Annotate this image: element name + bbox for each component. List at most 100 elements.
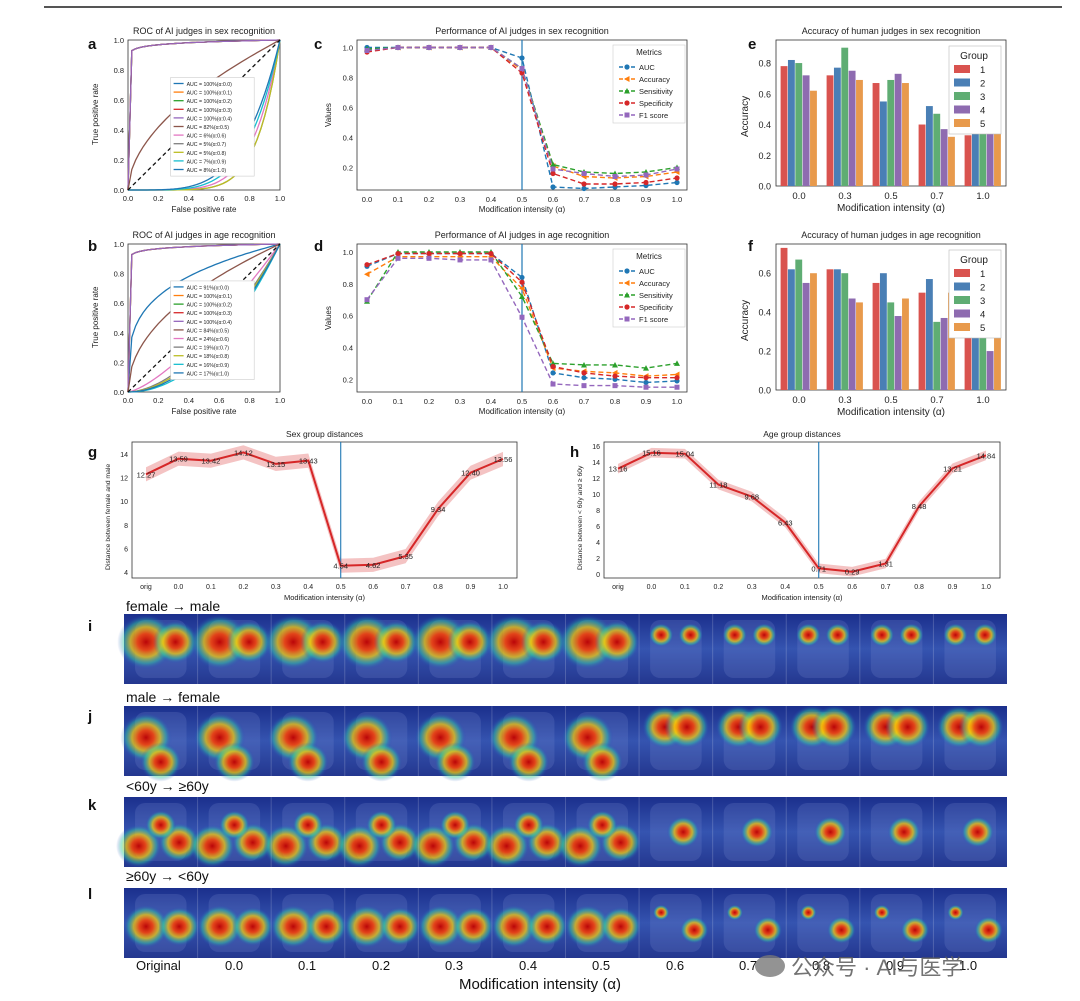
heatmap-row-title-i: female → male [126,598,221,614]
x-tick-label: 1.0 [672,195,682,204]
x-axis-label: Modification intensity (α) [837,407,945,418]
legend-label: Accuracy [639,279,670,288]
x-tick-label: orig [612,584,624,591]
bar [872,282,880,390]
data-label: 12.40 [461,469,480,478]
x-tick-label: 0.4 [184,396,194,405]
bar [918,124,926,186]
marker-point [624,280,630,286]
data-label: 8.48 [912,502,927,511]
y-tick-label: 0.8 [343,280,353,289]
alpha-label-0.2: 0.2 [372,958,391,973]
bar [780,66,788,186]
y-axis-label: Distance between female and male [105,464,112,570]
bar [925,279,933,390]
marker-point [550,170,556,177]
marker-point [519,66,525,71]
legend-box [612,44,686,124]
x-axis-label: False positive rate [172,205,237,214]
x-tick-label: 1.0 [275,396,285,405]
attention-hotspot [520,620,567,664]
y-tick-label: 4 [596,540,600,547]
marker-point [550,370,556,376]
roc-panel-a: ROC of AI judges in sex recognition False… [91,26,285,214]
bar [887,302,895,390]
metric-panel-c: Performance of AI judges in sex recognit… [324,26,688,214]
legend-label: AUC = 5%(α:0.8) [187,151,227,157]
y-tick-label: 10 [120,499,128,506]
y-tick-label: 1.0 [343,248,353,257]
x-tick-label: 1.0 [981,584,991,591]
alpha-label-0.9: 0.9 [886,958,905,973]
x-tick-label: 0.2 [424,397,434,406]
legend-label: 1 [980,65,985,76]
marker-point [674,175,680,181]
data-label: 5.35 [398,552,413,561]
y-axis-label: Values [324,306,333,330]
y-tick-label: 14 [592,460,600,467]
heatmap-row-title-j: male → female [126,689,221,705]
x-tick-label: 0.8 [433,584,443,591]
heatmap-row-title-k: <60y → ≥60y [126,778,209,794]
data-label: 15.16 [642,449,661,458]
alpha-label-0.8: 0.8 [812,958,831,973]
roc-curve [128,39,281,191]
x-axis-label: Modification intensity (α) [479,407,566,416]
x-tick-label: 1.0 [275,194,285,203]
marker-point [581,181,587,187]
legend-swatch [954,78,970,87]
bar [841,47,849,187]
legend-title: Metrics [636,252,662,261]
heatmap-row-l [123,888,1007,958]
y-tick-label: 0.0 [758,386,771,396]
watermark: 公众号 · AI与医学 [755,950,963,982]
y-axis-label: Distance between < 60y and ≥ 60y [577,465,584,570]
y-tick-label: 4 [124,570,128,577]
x-tick-label: 0.3 [271,584,281,591]
chart-title: Performance of AI judges in age recognit… [435,230,610,240]
attention-hotspot [586,810,618,840]
x-tick-label: 0.3 [455,397,465,406]
y-axis-label: Accuracy [740,96,751,137]
y-tick-label: 0.6 [343,312,353,321]
attention-hotspot [581,742,623,782]
alpha-label-0.6: 0.6 [666,958,685,973]
y-tick-label: 0.8 [343,74,353,83]
x-tick-label: 0.9 [948,584,958,591]
legend-swatch [954,119,970,127]
attention-hotspot [813,816,847,848]
marker-point [612,181,618,187]
legend-label: Specificity [639,99,673,108]
y-tick-label: 16 [592,444,600,451]
legend-title: Metrics [636,48,662,57]
distance-line [145,451,504,567]
attention-hotspot [140,742,182,782]
legend-label: 1 [980,269,985,280]
marker-point [581,361,587,368]
legend-label: AUC = 100%(α:0.2) [187,99,233,105]
attention-hotspot [648,623,674,647]
attention-hotspot [740,816,774,848]
legend-box [170,77,255,177]
y-tick-label: 0.2 [114,358,124,367]
y-tick-label: 1.0 [114,240,124,249]
bar [994,113,1001,186]
legend-label: AUC = 82%(α:0.5) [187,125,230,131]
marker-point [550,381,556,387]
x-tick-label: 0.3 [838,191,851,202]
marker-point [643,375,649,381]
y-tick-label: 0.4 [114,329,124,338]
bar [971,331,979,390]
marker-point [426,45,432,50]
top-rule [44,6,1062,8]
x-tick-label: 1.0 [498,584,508,591]
legend-label: 4 [980,310,985,321]
x-tick-label: 0.9 [466,584,476,591]
x-tick-label: 0.7 [401,584,411,591]
attention-hotspot [974,916,1004,944]
bar [787,59,795,187]
attention-hotspot [961,816,995,848]
x-tick-label: 1.0 [672,397,682,406]
marker-point [426,255,432,261]
x-tick-label: 0.0 [362,195,372,204]
